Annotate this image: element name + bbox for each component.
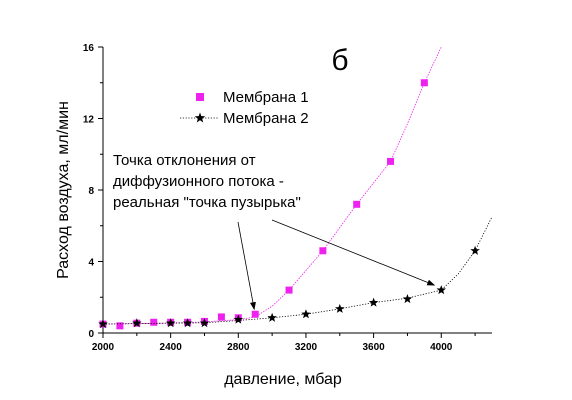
y-tick-label: 0 xyxy=(88,329,94,340)
x-tick-label: 3600 xyxy=(362,342,385,353)
data-point xyxy=(387,157,395,165)
x-axis-title: давление, мбар xyxy=(224,371,342,388)
series-2-line xyxy=(103,216,492,325)
annotation-line: реальная "точка пузырька" xyxy=(113,194,301,211)
annotation-line: диффузионного потока - xyxy=(113,173,284,190)
legend: Мембрана 1 Мембрана 2 xyxy=(180,89,309,127)
legend-label: Мембрана 2 xyxy=(223,110,309,127)
x-tick-label: 3200 xyxy=(295,342,318,353)
data-point xyxy=(150,318,158,326)
data-point xyxy=(335,303,345,313)
y-tick-label: 12 xyxy=(83,115,95,126)
data-point xyxy=(319,247,327,255)
panel-label: б xyxy=(331,44,348,77)
series-1-line xyxy=(103,47,442,325)
x-tick-label: 2000 xyxy=(92,342,115,353)
annotation-text: Точка отклонения от диффузионного потока … xyxy=(113,152,301,211)
annotation: Точка отклонения от диффузионного потока … xyxy=(113,152,436,311)
series-layer xyxy=(98,47,492,330)
legend-item-2: Мембрана 2 xyxy=(180,110,309,127)
y-tick-label: 8 xyxy=(88,186,94,197)
data-point xyxy=(285,286,293,294)
annotation-line: Точка отклонения от xyxy=(113,152,256,169)
data-point xyxy=(217,313,225,321)
data-point xyxy=(132,318,142,328)
data-point xyxy=(420,79,428,87)
data-point xyxy=(402,294,413,304)
data-point xyxy=(251,310,259,318)
data-point xyxy=(470,245,480,255)
series-2 xyxy=(98,216,492,329)
data-point xyxy=(182,318,193,328)
y-tick-label: 4 xyxy=(88,258,94,269)
x-tick-label: 2400 xyxy=(160,342,183,353)
annotation-arrow xyxy=(271,219,436,286)
y-axis-title: Расход воздуха, мл/мин xyxy=(55,101,72,279)
data-point xyxy=(368,297,379,307)
data-point xyxy=(301,309,311,319)
legend-item-1: Мембрана 1 xyxy=(196,89,309,106)
x-tick-label: 4000 xyxy=(430,342,453,353)
legend-marker-star xyxy=(194,112,206,123)
data-point xyxy=(233,314,244,324)
data-point xyxy=(199,318,210,328)
data-point xyxy=(267,312,277,322)
x-tick-label: 2800 xyxy=(227,342,250,353)
legend-label: Мембрана 1 xyxy=(223,89,309,106)
data-point xyxy=(116,322,124,330)
data-point xyxy=(98,319,108,329)
data-point xyxy=(353,200,361,208)
data-point xyxy=(436,285,447,295)
axes: 2000 2400 2800 3200 3600 4000 0 4 8 12 16 xyxy=(83,43,492,353)
annotation-arrow xyxy=(237,221,256,311)
y-tick-label: 16 xyxy=(83,43,95,54)
legend-marker-square xyxy=(196,93,204,101)
data-point xyxy=(165,318,176,328)
